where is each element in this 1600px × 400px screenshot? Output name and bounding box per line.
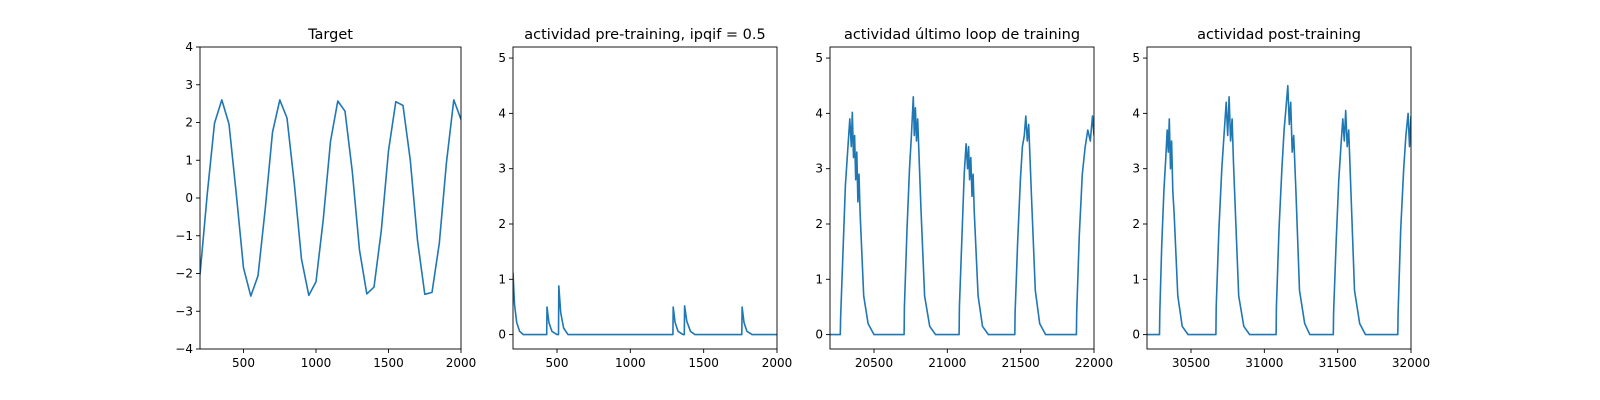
y-tick-label: 0	[185, 191, 193, 205]
axes-frame	[512, 46, 778, 350]
y-tick-label: 4	[498, 106, 506, 120]
subplot-title: actividad post-training	[1197, 27, 1361, 43]
y-tick-label: 5	[498, 51, 506, 65]
y-tick-label: 3	[498, 162, 506, 176]
x-tick-label: 30500	[1172, 356, 1210, 370]
y-tick-label: 0	[1132, 328, 1140, 342]
subplot-title: Target	[307, 27, 353, 43]
axes-frame	[199, 46, 462, 350]
y-tick-label: 0	[498, 328, 506, 342]
y-tick-label: 2	[185, 116, 193, 130]
x-tick-label: 500	[232, 356, 255, 370]
y-tick-label: 2	[1132, 217, 1140, 231]
x-tick-label: 32000	[1392, 356, 1430, 370]
y-tick-label: −3	[175, 304, 193, 318]
x-tick-label: 1000	[615, 356, 646, 370]
y-tick-label: 5	[815, 51, 823, 65]
x-tick-label: 31000	[1245, 356, 1283, 370]
y-tick-label: 2	[815, 217, 823, 231]
x-tick-label: 500	[546, 356, 569, 370]
y-tick-label: 1	[185, 153, 193, 167]
subplot-title: actividad último loop de training	[844, 27, 1080, 43]
series-line-1	[513, 272, 777, 336]
x-tick-label: 1500	[373, 356, 404, 370]
axes-frame	[829, 46, 1095, 350]
y-tick-label: 0	[815, 328, 823, 342]
y-tick-label: 1	[1132, 272, 1140, 286]
x-tick-label: 1000	[301, 356, 332, 370]
x-tick-label: 2000	[446, 356, 477, 370]
y-tick-label: 3	[815, 162, 823, 176]
x-tick-label: 21000	[928, 356, 966, 370]
subplot-1: Target 500 1000 1500 2000 −4 −3 −2 −1 0 1 2 3 4	[175, 27, 476, 370]
y-tick-label: 5	[1132, 51, 1140, 65]
x-tick-label: 21500	[1002, 356, 1040, 370]
y-tick-label: 4	[1132, 106, 1140, 120]
y-tick-label: −4	[175, 342, 193, 356]
x-tick-label: 31500	[1319, 356, 1357, 370]
y-tick-label: 3	[185, 78, 193, 92]
y-tick-label: 4	[815, 106, 823, 120]
series-line-1	[200, 99, 461, 297]
x-tick-label: 20500	[855, 356, 893, 370]
series-line-1	[1147, 84, 1411, 336]
y-tick-label: 3	[1132, 162, 1140, 176]
y-tick-label: −2	[175, 267, 193, 281]
y-tick-label: 1	[498, 272, 506, 286]
y-tick-label: 4	[185, 40, 193, 54]
series-line-1	[830, 96, 1094, 336]
y-tick-label: −1	[175, 229, 193, 243]
x-tick-label: 2000	[762, 356, 793, 370]
y-tick-label: 2	[498, 217, 506, 231]
axes-frame	[1146, 46, 1412, 350]
y-tick-label: 1	[815, 272, 823, 286]
subplot-title: actividad pre-training, ipqif = 0.5	[524, 27, 765, 43]
x-tick-label: 22000	[1075, 356, 1113, 370]
x-tick-label: 1500	[688, 356, 719, 370]
